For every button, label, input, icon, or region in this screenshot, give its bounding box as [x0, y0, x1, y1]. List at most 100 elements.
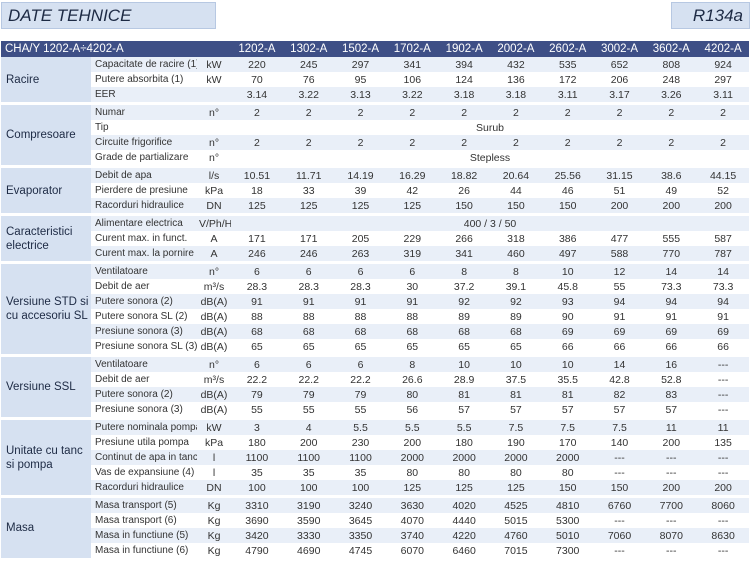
- unit-label: kPa: [204, 436, 224, 449]
- value-cell: 65: [490, 339, 542, 357]
- value-cell: 140: [610, 436, 629, 449]
- value-cell: 90: [561, 310, 574, 323]
- table-row: Presiune sonora (3) dB(A) 68 68 68 68 68 68 69 69…: [1, 324, 749, 339]
- value-cell: 6: [334, 355, 387, 372]
- parameter-label: Presiune utila pompa: [95, 436, 189, 448]
- value-cell: 7.5: [541, 418, 594, 435]
- value-cell: 125: [386, 480, 439, 498]
- unit-label: n°: [197, 150, 232, 168]
- value-cell: 125: [282, 198, 335, 216]
- table-row: Putere absorbita (1) kW 70 76 95 106 124 136 172…: [1, 72, 749, 87]
- model-column: 2002-A: [490, 41, 542, 57]
- group-label: Compresoare: [1, 103, 91, 168]
- value-cell: 68: [490, 324, 542, 339]
- value-cell: 2000: [541, 450, 594, 465]
- model-column: 1202-A: [231, 41, 283, 57]
- value-cell: 3.14: [231, 87, 283, 105]
- value-cell: 91: [282, 294, 335, 309]
- value-cell: 79: [282, 387, 335, 402]
- value-cell: 5010: [541, 528, 594, 543]
- value-cell: 91: [717, 310, 729, 323]
- value-cell: 5.5: [438, 418, 491, 435]
- value-cell: 73.3: [712, 280, 734, 293]
- value-cell: 555: [662, 232, 681, 245]
- value-cell: 26: [458, 184, 470, 197]
- value-cell: 229: [403, 232, 422, 245]
- value-cell: 81: [490, 387, 542, 402]
- parameter-label: Capacitate de racire (1): [91, 57, 197, 72]
- value-cell: 2: [334, 103, 387, 120]
- table-row: Curent max. in funct. A 171 171 205 229 266 318…: [1, 231, 749, 246]
- value-cell: 180: [455, 436, 473, 449]
- value-cell: 89: [458, 310, 470, 323]
- value-cell: 11: [697, 418, 749, 435]
- model-column: 4202-A: [697, 41, 749, 57]
- value-cell: 230: [351, 436, 370, 449]
- value-cell: 22.2: [350, 373, 371, 386]
- value-cell: 35: [302, 466, 315, 479]
- value-cell: 68: [282, 324, 335, 339]
- value-cell: 125: [490, 480, 542, 498]
- value-cell: 65: [386, 339, 439, 357]
- table-row: Tip Surub: [1, 120, 749, 135]
- value-cell: 93: [541, 294, 594, 309]
- value-cell: 100: [282, 480, 335, 498]
- value-cell: 150: [541, 198, 594, 216]
- group-label: Masa: [1, 496, 91, 561]
- model-range-label: CHA/Y 1202-A÷4202-A: [1, 41, 232, 57]
- value-cell: 7300: [541, 543, 594, 561]
- table-row: Racire Capacitate de racire (1) kW 220 245 29…: [1, 57, 749, 105]
- parameter-label: Ventilatoare: [91, 262, 197, 279]
- value-cell: 266: [455, 232, 473, 245]
- value-cell: 69: [541, 324, 594, 339]
- value-cell: 69: [645, 324, 698, 339]
- parameter-label: Masa in functiune (5): [91, 528, 197, 543]
- value-cell: 2000: [438, 450, 491, 465]
- value-cell: 42: [406, 184, 419, 197]
- value-cell: 88: [354, 310, 367, 323]
- value-cell: ---: [614, 514, 625, 527]
- value-cell: 91: [334, 294, 387, 309]
- value-cell: 94: [593, 294, 646, 309]
- value-cell: 94: [645, 294, 698, 309]
- value-cell: 246: [282, 246, 335, 264]
- unit-label: A: [197, 246, 232, 264]
- value-cell: 14: [697, 262, 749, 279]
- model-column: 3602-A: [645, 41, 698, 57]
- unit-label: dB(A): [197, 402, 232, 420]
- parameter-label: Tip: [95, 121, 109, 133]
- table-row: Curent max. la pornire A 246 246 263 319 341 46…: [1, 246, 749, 264]
- value-cell: 10: [438, 355, 491, 372]
- value-cell: ---: [697, 543, 749, 561]
- value-cell: 4020: [438, 496, 491, 513]
- refrigerant-label: R134a: [692, 6, 743, 25]
- parameter-label: Masa transport (6): [95, 514, 177, 526]
- value-cell: 30: [406, 280, 419, 293]
- value-cell: 10: [490, 355, 542, 372]
- value-cell: 88: [302, 310, 315, 323]
- value-cell: 12: [593, 262, 646, 279]
- unit-label: kW: [197, 57, 232, 72]
- parameter-label: Presiune sonora SL (3): [91, 339, 197, 357]
- value-cell: 68: [231, 324, 283, 339]
- unit-label: kPa: [204, 184, 224, 197]
- unit-label: m³/s: [203, 280, 225, 293]
- value-cell: 25.56: [541, 166, 594, 183]
- value-cell: 2: [697, 135, 749, 150]
- value-cell: 2: [334, 135, 387, 150]
- value-cell: 245: [282, 57, 335, 72]
- value-cell: 1100: [282, 450, 335, 465]
- parameter-label: Continut de apa in tanc: [91, 450, 197, 465]
- value-cell: 206: [610, 73, 629, 86]
- value-cell: 91: [665, 310, 678, 323]
- parameter-label: Curent max. in funct.: [95, 232, 188, 244]
- unit-label: [197, 120, 231, 135]
- parameter-label: Pierdere de presiune: [95, 184, 188, 196]
- value-cell: 66: [645, 339, 698, 357]
- page-header: DATE TEHNICE R134a: [0, 0, 750, 40]
- parameter-label: Debit de aer: [95, 280, 150, 292]
- value-cell: 80: [458, 466, 470, 479]
- value-cell: 2: [593, 135, 646, 150]
- value-cell: 3310: [231, 496, 283, 513]
- value-cell: 65: [438, 339, 491, 357]
